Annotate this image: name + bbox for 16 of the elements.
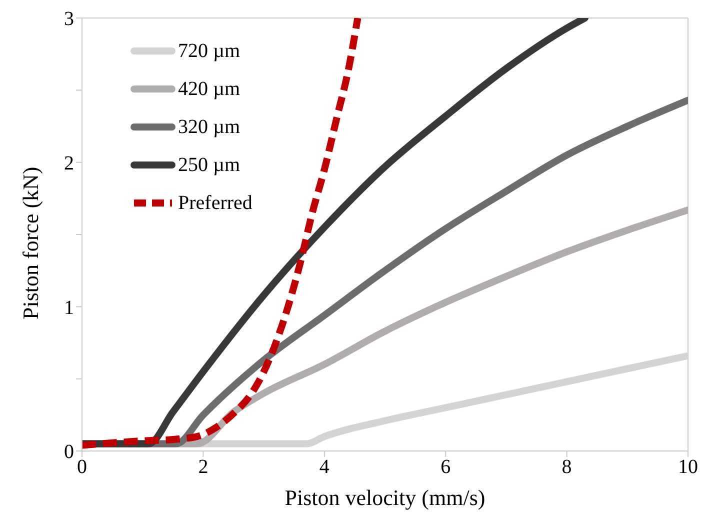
- y-tick-label: 2: [64, 152, 74, 174]
- legend-label: 320 µm: [178, 116, 240, 138]
- x-tick-label: 2: [198, 456, 208, 478]
- y-tick-label: 0: [64, 441, 74, 464]
- legend-label: Preferred: [178, 192, 252, 214]
- legend-label: 250 µm: [178, 154, 240, 176]
- y-axis-title: Piston force (kN): [18, 166, 43, 320]
- legend-label: 720 µm: [178, 40, 240, 62]
- x-tick-label: 4: [319, 456, 330, 478]
- x-tick-label: 8: [562, 456, 572, 478]
- x-tick-label: 6: [440, 456, 451, 478]
- legend-label: 420 µm: [178, 78, 240, 100]
- y-tick-label: 3: [64, 8, 74, 30]
- y-tick-label: 1: [64, 296, 74, 319]
- x-axis-title: Piston velocity (mm/s): [284, 485, 486, 510]
- x-tick-label: 10: [678, 456, 698, 478]
